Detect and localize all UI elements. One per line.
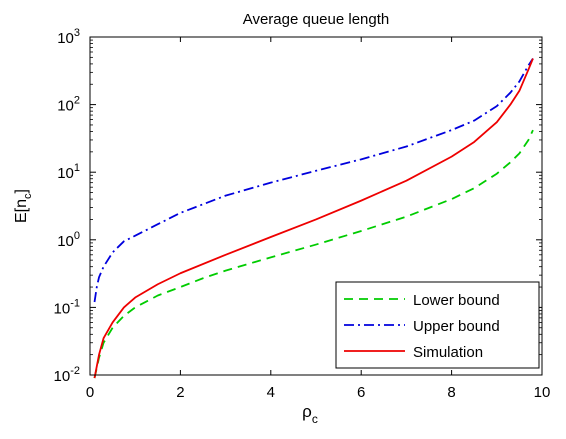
legend: Lower bound Upper bound Simulation [335, 281, 540, 369]
y-tick-label-base: 10 [54, 300, 71, 317]
legend-label-lower-bound: Lower bound [413, 292, 500, 309]
x-tick-label: 6 [357, 384, 365, 401]
series-line-simulation [93, 58, 534, 379]
legend-label-upper-bound: Upper bound [413, 318, 500, 335]
x-tick-label: 2 [176, 384, 184, 401]
x-tick-label: 10 [534, 384, 551, 401]
series-line-lower-bound [93, 129, 534, 379]
x-tick-label: 8 [447, 384, 455, 401]
y-tick-label-base: 10 [57, 30, 74, 47]
y-axis-label-main: E[n [13, 199, 30, 223]
y-tick-label: 102 [57, 95, 80, 115]
y-tick-label: 103 [57, 27, 80, 47]
series-layer [93, 58, 534, 379]
chart-title: Average queue length [243, 11, 390, 28]
x-axis-label: ρc [302, 402, 318, 426]
y-tick-label: 10-2 [54, 365, 80, 385]
y-axis-label-subscript: c [22, 193, 34, 199]
y-tick-label-base: 10 [57, 165, 74, 182]
x-tick-label: 4 [267, 384, 275, 401]
y-tick-label-exponent: 2 [74, 95, 80, 107]
y-tick-label-exponent: -2 [70, 365, 80, 377]
y-tick-label-exponent: -1 [70, 297, 80, 309]
x-axis-label-subscript: c [312, 412, 318, 426]
y-tick-label-exponent: 0 [74, 230, 80, 242]
y-tick-label-base: 10 [57, 233, 74, 250]
x-tick-label: 0 [86, 384, 94, 401]
series-line-upper-bound [93, 58, 534, 303]
y-tick-label: 100 [57, 230, 80, 250]
y-axis-label: E[nc] [13, 189, 34, 223]
legend-label-simulation: Simulation [413, 344, 483, 361]
x-axis-ticks: 0 2 4 6 8 10 [86, 37, 551, 401]
y-tick-label-base: 10 [54, 368, 71, 385]
y-tick-label: 10-1 [54, 297, 80, 317]
y-tick-label-base: 10 [57, 98, 74, 115]
y-tick-label: 101 [57, 162, 80, 182]
y-tick-label-exponent: 3 [74, 27, 80, 39]
y-axis-label-close: ] [13, 189, 30, 193]
x-axis-label-main: ρ [302, 402, 312, 421]
y-tick-label-exponent: 1 [74, 162, 80, 174]
